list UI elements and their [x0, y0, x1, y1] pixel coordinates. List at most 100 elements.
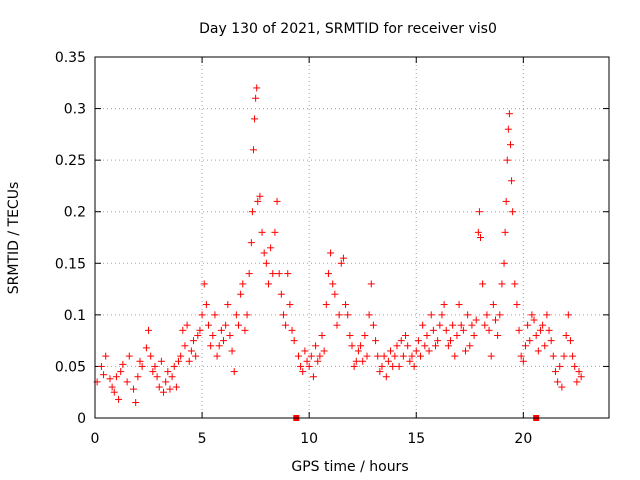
data-point: [134, 373, 142, 381]
data-point: [333, 321, 341, 329]
data-point: [475, 208, 483, 216]
data-point: [269, 270, 277, 278]
data-point: [100, 371, 108, 379]
data-point: [367, 280, 375, 288]
data-point: [457, 321, 465, 329]
data-point: [301, 347, 309, 355]
data-point: [468, 321, 476, 329]
data-point: [472, 316, 480, 324]
data-point: [209, 331, 217, 339]
plot-border: [94, 56, 610, 419]
data-point: [185, 357, 193, 365]
data-point: [569, 352, 577, 360]
data-point: [391, 352, 399, 360]
y-tick-label: 0.1: [64, 308, 86, 324]
data-point: [183, 321, 191, 329]
data-point: [284, 270, 292, 278]
data-point: [132, 399, 140, 407]
data-point: [108, 383, 116, 391]
data-point: [474, 228, 482, 236]
data-point: [517, 352, 525, 360]
data-point: [307, 352, 315, 360]
data-point: [462, 347, 470, 355]
data-point: [136, 357, 144, 365]
data-point: [549, 352, 557, 360]
data-point: [470, 331, 478, 339]
data-point: [217, 326, 225, 334]
data-point: [515, 326, 523, 334]
data-point: [498, 280, 506, 288]
data-point: [254, 197, 262, 205]
data-point: [382, 373, 390, 381]
data-point: [352, 357, 360, 365]
data-point: [324, 270, 332, 278]
data-point: [363, 352, 371, 360]
chart-title: Day 130 of 2021, SRMTID for receiver vis…: [199, 21, 497, 37]
y-tick-label: 0.2: [64, 205, 86, 221]
data-point: [442, 326, 450, 334]
data-point: [239, 280, 247, 288]
data-point: [404, 342, 412, 350]
data-point: [168, 373, 176, 381]
data-point: [530, 316, 538, 324]
data-point: [421, 342, 429, 350]
y-tick-label: 0.3: [64, 102, 86, 118]
data-point: [361, 331, 369, 339]
data-point: [248, 208, 256, 216]
data-point: [162, 378, 170, 386]
data-point: [496, 311, 504, 319]
data-point: [166, 385, 174, 393]
data-point: [224, 301, 232, 309]
data-point: [230, 368, 238, 376]
data-point: [494, 331, 502, 339]
data-point: [365, 311, 373, 319]
data-point: [504, 125, 512, 133]
data-point: [277, 290, 285, 298]
data-point: [575, 368, 583, 376]
data-point: [505, 110, 513, 118]
data-point: [556, 362, 564, 370]
data-point: [130, 385, 138, 393]
data-point: [211, 311, 219, 319]
data-point: [564, 311, 572, 319]
data-point: [177, 352, 185, 360]
data-point: [226, 331, 234, 339]
data-point: [344, 311, 352, 319]
data-point: [528, 311, 536, 319]
data-point: [483, 311, 491, 319]
data-point: [423, 331, 431, 339]
data-point: [354, 347, 362, 355]
data-point: [566, 337, 574, 345]
data-point: [215, 342, 223, 350]
data-point: [562, 331, 570, 339]
data-point: [286, 301, 294, 309]
data-point: [179, 326, 187, 334]
data-point: [449, 321, 457, 329]
data-point: [440, 301, 448, 309]
data-point: [491, 316, 499, 324]
data-point: [402, 331, 410, 339]
data-point: [436, 321, 444, 329]
data-point: [279, 311, 287, 319]
data-point: [560, 352, 568, 360]
data-point: [253, 84, 261, 92]
data-point: [536, 326, 544, 334]
data-point: [547, 337, 555, 345]
data-point: [541, 342, 549, 350]
data-point: [202, 301, 210, 309]
data-point: [573, 378, 581, 386]
data-point: [419, 321, 427, 329]
data-point: [369, 321, 377, 329]
data-point: [115, 395, 123, 403]
data-point: [97, 362, 105, 370]
data-point: [481, 321, 489, 329]
data-points: [93, 84, 585, 421]
data-point: [348, 342, 356, 350]
x-axis-label: GPS time / hours: [291, 459, 408, 475]
data-point: [112, 373, 120, 381]
data-point: [299, 368, 307, 376]
data-point: [558, 383, 566, 391]
data-point: [234, 321, 242, 329]
